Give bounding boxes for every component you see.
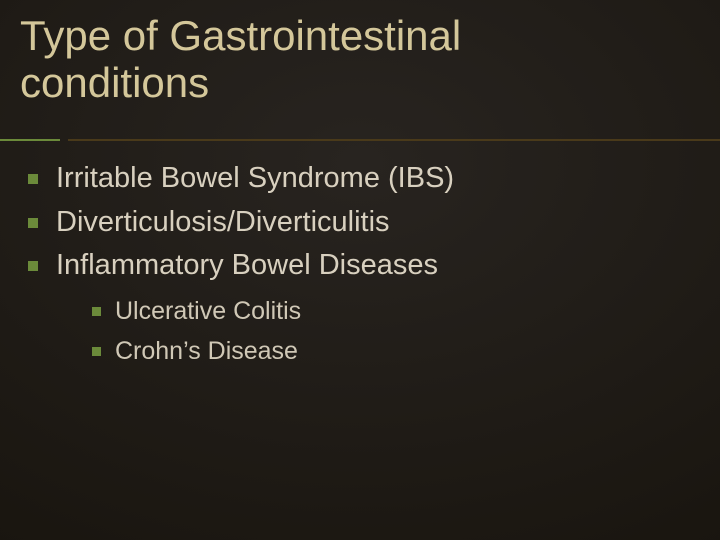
title-divider: [0, 128, 720, 130]
divider-gap: [60, 139, 68, 141]
list-item: Irritable Bowel Syndrome (IBS): [28, 160, 454, 198]
slide-title: Type of Gastrointestinal conditions: [20, 12, 461, 106]
divider-accent: [0, 139, 60, 141]
sub-list-item-label: Ulcerative Colitis: [115, 295, 301, 329]
slide: Type of Gastrointestinal conditions Irri…: [0, 0, 720, 540]
divider-main: [68, 139, 720, 141]
list-item: Inflammatory Bowel Diseases: [28, 247, 454, 285]
bullet-square-icon: [28, 174, 38, 184]
title-line-1: Type of Gastrointestinal: [20, 12, 461, 59]
bullet-square-icon: [28, 218, 38, 228]
sub-list-item: Ulcerative Colitis: [92, 295, 454, 329]
bullet-square-icon: [92, 347, 101, 356]
bullet-square-icon: [92, 307, 101, 316]
bullet-square-icon: [28, 261, 38, 271]
list-item-label: Irritable Bowel Syndrome (IBS): [56, 160, 454, 198]
bullet-list: Irritable Bowel Syndrome (IBS) Diverticu…: [28, 160, 454, 375]
sub-list-item-label: Crohn’s Disease: [115, 335, 298, 369]
list-item: Diverticulosis/Diverticulitis: [28, 204, 454, 242]
sub-list-item: Crohn’s Disease: [92, 335, 454, 369]
title-line-2: conditions: [20, 59, 209, 106]
list-item-label: Inflammatory Bowel Diseases: [56, 247, 438, 285]
list-item-label: Diverticulosis/Diverticulitis: [56, 204, 390, 242]
